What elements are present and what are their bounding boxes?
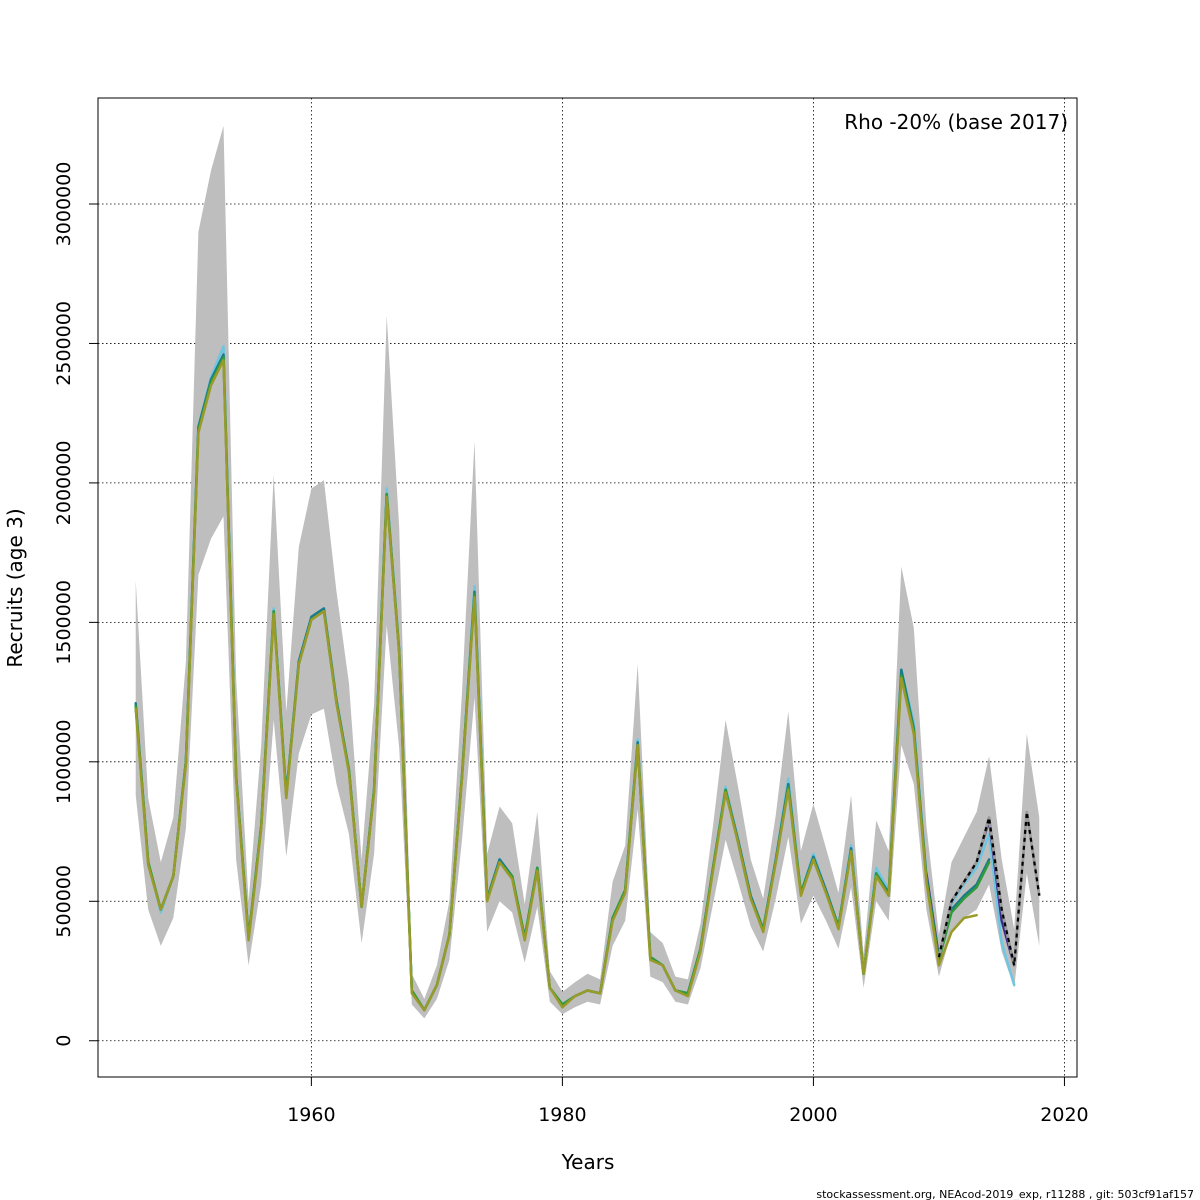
y-axis: 0 500000 1000000 1500000 2000000 2500000 30000… [53, 162, 98, 1047]
y-tick-label: 1500000 [53, 580, 75, 665]
y-tick-label: 0 [53, 1035, 75, 1047]
plot-frame [97, 97, 1078, 1078]
y-tick-label: 3000000 [53, 162, 75, 247]
y-tick-label: 500000 [53, 865, 75, 938]
series-line-4 [134, 358, 978, 1012]
x-tick-label: 1980 [538, 1104, 586, 1126]
confidence-band [135, 125, 1040, 1019]
y-axis-title: Recruits (age 3) [3, 508, 27, 667]
y-tick-label: 1000000 [53, 719, 75, 804]
x-axis-title: Years [561, 1150, 615, 1174]
x-tick-label: 2000 [789, 1104, 837, 1126]
y-tick-label: 2500000 [53, 301, 75, 386]
x-axis: 1960 1980 2000 2020 [287, 1077, 1089, 1126]
series-lines [134, 344, 1041, 1012]
chart-annotation: Rho -20% (base 2017) [844, 110, 1068, 134]
x-tick-label: 2020 [1040, 1104, 1088, 1126]
footer-credit: stockassessment.org, NEAcod-2019_exp, r1… [816, 1188, 1194, 1200]
series-line-5 [937, 810, 1041, 967]
y-tick-label: 2000000 [53, 441, 75, 526]
x-tick-label: 1960 [287, 1104, 335, 1126]
